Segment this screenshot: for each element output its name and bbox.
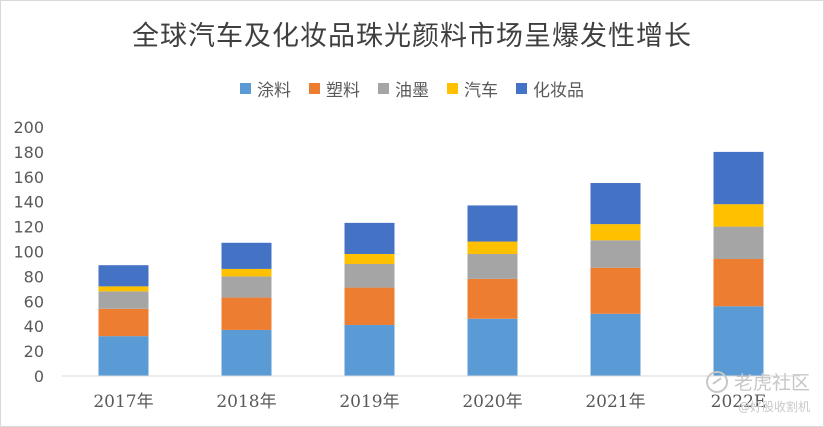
bar-segment: [221, 242, 272, 269]
tiger-logo-icon: [705, 370, 728, 393]
y-tick-label: 200: [13, 118, 44, 137]
bar-segment: [344, 287, 395, 325]
bar-segment: [221, 268, 272, 277]
bar-segment: [344, 263, 395, 288]
bar-segment: [98, 265, 149, 287]
bar-segment: [590, 267, 641, 314]
bar-segment: [467, 241, 518, 254]
bar-segment: [467, 278, 518, 319]
chart-legend: 涂料 塑料 油墨 汽车 化妆品: [0, 76, 824, 101]
legend-item: 油墨: [378, 76, 429, 101]
bar-segment: [467, 318, 518, 376]
y-tick-label: 60: [24, 292, 44, 311]
x-tick-label: 2017年: [93, 392, 153, 412]
y-tick-label: 120: [13, 218, 44, 237]
bar-segment: [221, 297, 272, 330]
y-tick-label: 160: [13, 168, 44, 187]
watermark-brand: 老虎社区: [733, 372, 810, 394]
bar-segment: [590, 240, 641, 268]
watermark-sub: @好股收割机: [737, 400, 810, 414]
bar-segment: [98, 336, 149, 376]
bar-segment: [713, 151, 764, 205]
bar-segment: [467, 253, 518, 279]
legend-item: 涂料: [240, 76, 291, 101]
watermark: 老虎社区: [705, 368, 810, 395]
legend-swatch: [309, 83, 320, 94]
y-tick-label: 40: [24, 317, 44, 336]
legend-swatch: [516, 83, 527, 94]
bar-segment: [590, 224, 641, 241]
legend-label: 油墨: [395, 81, 429, 101]
y-tick-label: 20: [24, 342, 44, 361]
y-tick-label: 140: [13, 193, 44, 212]
legend-item: 汽车: [447, 76, 498, 101]
x-tick-label: 2018年: [216, 392, 276, 412]
bar-segment: [98, 286, 149, 292]
bar-segment: [98, 291, 149, 309]
bar-segment: [98, 308, 149, 337]
bar-segment: [713, 204, 764, 227]
legend-label: 化妆品: [533, 81, 584, 101]
bar-segment: [344, 253, 395, 264]
bar-segment: [221, 329, 272, 376]
legend-swatch: [378, 83, 389, 94]
legend-swatch: [240, 83, 251, 94]
y-tick-label: 80: [24, 267, 44, 286]
legend-item: 塑料: [309, 76, 360, 101]
bar-segment: [713, 226, 764, 259]
bar-segment: [467, 205, 518, 242]
bar-segment: [344, 324, 395, 376]
bar-segment: [590, 183, 641, 225]
bar-segment: [713, 306, 764, 376]
legend-label: 汽车: [464, 81, 498, 101]
bar-segment: [590, 313, 641, 376]
y-tick-label: 0: [34, 367, 44, 386]
y-tick-label: 180: [13, 143, 44, 162]
bar-segment: [221, 276, 272, 298]
bar-segment: [713, 258, 764, 307]
legend-label: 塑料: [326, 81, 360, 101]
legend-swatch: [447, 83, 458, 94]
x-tick-label: 2022E: [711, 392, 767, 412]
legend-item: 化妆品: [516, 76, 584, 101]
bar-segment: [344, 222, 395, 254]
x-tick-label: 2019年: [339, 392, 399, 412]
chart-title: 全球汽车及化妆品珠光颜料市场呈爆发性增长: [132, 21, 692, 52]
y-tick-label: 100: [13, 243, 44, 262]
x-tick-label: 2020年: [462, 392, 522, 412]
legend-label: 涂料: [257, 81, 291, 101]
x-tick-label: 2021年: [585, 392, 645, 412]
